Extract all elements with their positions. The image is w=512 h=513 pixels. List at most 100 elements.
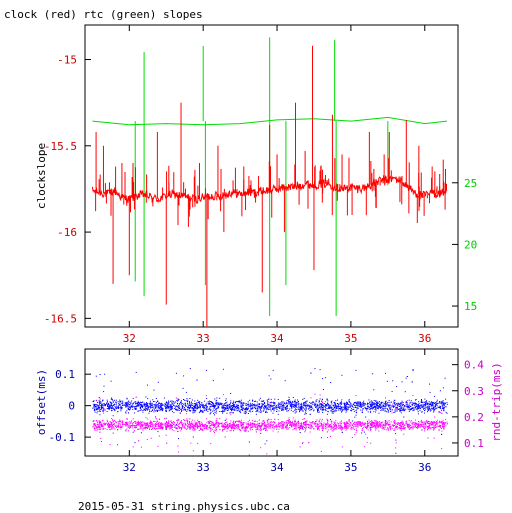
roundtrip-point xyxy=(216,423,217,424)
roundtrip-point xyxy=(303,426,304,427)
offset-point xyxy=(383,405,384,406)
offset-point xyxy=(197,400,198,401)
roundtrip-point xyxy=(97,430,98,431)
roundtrip-point xyxy=(184,427,185,428)
offset-point xyxy=(154,410,155,411)
roundtrip-point xyxy=(357,423,358,424)
roundtrip-point xyxy=(331,423,332,424)
roundtrip-point xyxy=(99,425,100,426)
roundtrip-point xyxy=(145,417,146,418)
roundtrip-point xyxy=(382,422,383,423)
roundtrip-point xyxy=(152,426,153,427)
roundtrip-point xyxy=(396,408,397,409)
offset-point xyxy=(400,404,401,405)
offset-point xyxy=(275,408,276,409)
offset-point xyxy=(170,405,171,406)
offset-point xyxy=(385,405,386,406)
offset-point xyxy=(192,403,193,404)
offset-point xyxy=(336,410,337,411)
offset-point xyxy=(183,375,184,376)
offset-point xyxy=(362,410,363,411)
offset-point xyxy=(304,404,305,405)
offset-point xyxy=(418,413,419,414)
roundtrip-point xyxy=(426,421,427,422)
roundtrip-point xyxy=(92,426,93,427)
roundtrip-point xyxy=(185,424,186,425)
offset-point xyxy=(356,412,357,413)
roundtrip-point xyxy=(171,426,172,427)
offset-point xyxy=(316,401,317,402)
offset-point xyxy=(155,408,156,409)
roundtrip-point xyxy=(211,424,212,425)
offset-point xyxy=(177,401,178,402)
offset-point xyxy=(216,403,217,404)
offset-point xyxy=(322,412,323,413)
offset-point xyxy=(316,408,317,409)
roundtrip-point xyxy=(95,425,96,426)
roundtrip-point xyxy=(250,425,251,426)
roundtrip-point xyxy=(299,429,300,430)
roundtrip-point xyxy=(441,428,442,429)
roundtrip-point xyxy=(433,424,434,425)
roundtrip-point xyxy=(393,425,394,426)
roundtrip-point xyxy=(412,405,413,406)
offset-point xyxy=(147,410,148,411)
offset-point xyxy=(141,432,142,433)
offset-point xyxy=(383,408,384,409)
roundtrip-point xyxy=(135,427,136,428)
offset-point xyxy=(135,442,136,443)
offset-point xyxy=(435,402,436,403)
offset-point xyxy=(99,402,100,403)
offset-point xyxy=(170,405,171,406)
roundtrip-point xyxy=(280,422,281,423)
roundtrip-point xyxy=(110,421,111,422)
roundtrip-point xyxy=(292,422,293,423)
offset-point xyxy=(439,406,440,407)
offset-point xyxy=(174,408,175,409)
roundtrip-point xyxy=(138,423,139,424)
offset-point xyxy=(295,401,296,402)
roundtrip-point xyxy=(437,424,438,425)
roundtrip-point xyxy=(170,424,171,425)
offset-point xyxy=(226,409,227,410)
offset-point xyxy=(354,417,355,418)
offset-point xyxy=(119,400,120,401)
offset-point xyxy=(168,407,169,408)
offset-point xyxy=(424,399,425,400)
roundtrip-point xyxy=(151,429,152,430)
offset-point xyxy=(237,406,238,407)
offset-point xyxy=(205,408,206,409)
roundtrip-point xyxy=(266,428,267,429)
offset-point xyxy=(264,409,265,410)
offset-point xyxy=(150,405,151,406)
offset-point xyxy=(403,410,404,411)
roundtrip-point xyxy=(210,431,211,432)
offset-point xyxy=(186,406,187,407)
offset-point xyxy=(165,407,166,408)
offset-point xyxy=(204,410,205,411)
offset-point xyxy=(393,407,394,408)
offset-point xyxy=(421,399,422,400)
roundtrip-point xyxy=(310,427,311,428)
offset-point xyxy=(433,405,434,406)
offset-point xyxy=(381,409,382,410)
roundtrip-point xyxy=(352,424,353,425)
roundtrip-point xyxy=(413,426,414,427)
roundtrip-point xyxy=(416,427,417,428)
offset-point xyxy=(261,406,262,407)
offset-point xyxy=(292,402,293,403)
offset-point xyxy=(319,412,320,413)
offset-point xyxy=(133,432,134,433)
roundtrip-point xyxy=(311,426,312,427)
roundtrip-point xyxy=(342,446,343,447)
offset-point xyxy=(372,405,373,406)
offset-point xyxy=(261,411,262,412)
offset-point xyxy=(244,413,245,414)
offset-point xyxy=(257,405,258,406)
offset-point xyxy=(109,408,110,409)
roundtrip-point xyxy=(159,423,160,424)
roundtrip-point xyxy=(302,443,303,444)
offset-point xyxy=(200,407,201,408)
top-y2-tick-label: 20 xyxy=(464,238,477,251)
